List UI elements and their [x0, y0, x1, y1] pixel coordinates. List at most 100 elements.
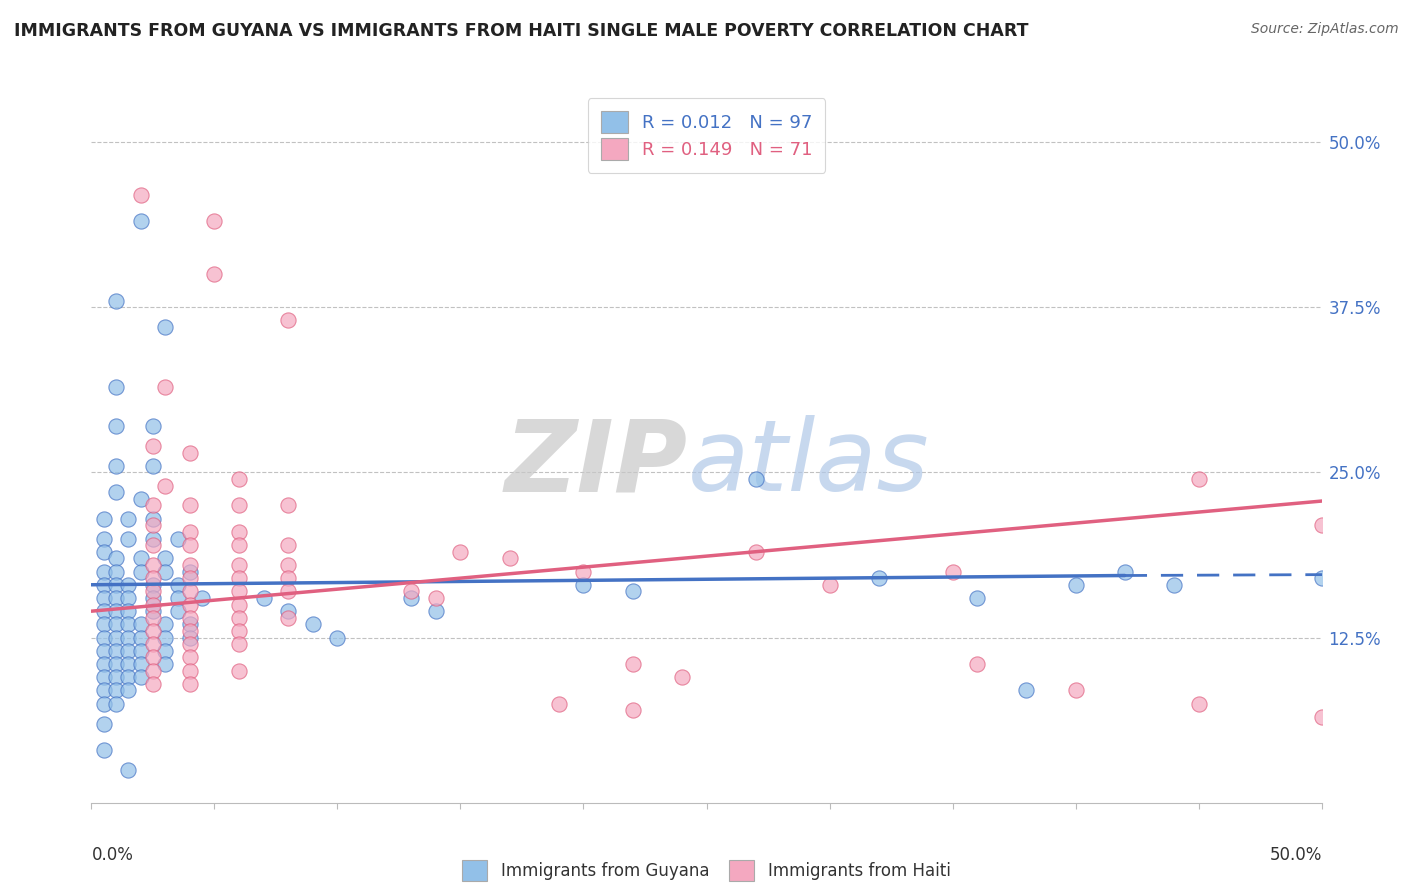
Legend: R = 0.012   N = 97, R = 0.149   N = 71: R = 0.012 N = 97, R = 0.149 N = 71 [588, 98, 825, 173]
Point [93, 617, 115, 632]
Point [117, 683, 139, 698]
Point [166, 532, 188, 546]
Point [153, 551, 177, 566]
Point [117, 631, 139, 645]
Point [105, 578, 127, 592]
Point [129, 491, 152, 506]
Point [202, 214, 225, 228]
Point [179, 637, 201, 651]
Text: atlas: atlas [688, 416, 929, 512]
Point [93, 565, 115, 579]
Point [153, 478, 177, 492]
Point [153, 565, 177, 579]
Point [142, 558, 165, 572]
Point [142, 650, 165, 665]
Point [142, 637, 165, 651]
Point [868, 571, 890, 585]
Point [105, 379, 127, 393]
Point [105, 565, 127, 579]
Point [93, 631, 115, 645]
Point [179, 631, 201, 645]
Point [1064, 683, 1087, 698]
Point [1015, 683, 1038, 698]
Point [142, 584, 165, 599]
Point [228, 611, 250, 625]
Point [142, 598, 165, 612]
Point [966, 657, 988, 671]
Point [228, 637, 250, 651]
Point [941, 565, 963, 579]
Point [179, 565, 201, 579]
Point [547, 697, 569, 711]
Point [93, 532, 115, 546]
Point [228, 472, 250, 486]
Point [142, 419, 165, 434]
Point [621, 703, 644, 717]
Point [105, 458, 127, 473]
Point [966, 591, 988, 605]
Point [129, 551, 152, 566]
Point [179, 584, 201, 599]
Point [228, 624, 250, 638]
Point [179, 445, 201, 459]
Point [105, 697, 127, 711]
Point [399, 584, 422, 599]
Point [117, 617, 139, 632]
Point [179, 499, 201, 513]
Point [621, 584, 644, 599]
Point [671, 670, 693, 684]
Point [129, 644, 152, 658]
Point [425, 604, 447, 618]
Point [179, 598, 201, 612]
Point [179, 611, 201, 625]
Point [399, 591, 422, 605]
Point [142, 611, 165, 625]
Point [129, 617, 152, 632]
Point [745, 472, 768, 486]
Point [93, 644, 115, 658]
Point [93, 743, 115, 757]
Point [129, 565, 152, 579]
Point [105, 293, 127, 308]
Point [277, 538, 299, 552]
Point [117, 657, 139, 671]
Point [105, 683, 127, 698]
Point [153, 631, 177, 645]
Point [277, 584, 299, 599]
Point [166, 604, 188, 618]
Point [105, 485, 127, 500]
Point [277, 571, 299, 585]
Point [277, 611, 299, 625]
Point [277, 313, 299, 327]
Point [1187, 472, 1209, 486]
Point [277, 499, 299, 513]
Point [93, 545, 115, 559]
Point [166, 591, 188, 605]
Point [142, 624, 165, 638]
Point [745, 545, 768, 559]
Point [228, 558, 250, 572]
Point [326, 631, 349, 645]
Point [191, 591, 214, 605]
Point [1163, 578, 1185, 592]
Point [1310, 571, 1333, 585]
Point [105, 631, 127, 645]
Point [142, 532, 165, 546]
Point [93, 670, 115, 684]
Point [166, 578, 188, 592]
Point [228, 598, 250, 612]
Point [572, 578, 595, 592]
Point [425, 591, 447, 605]
Point [228, 584, 250, 599]
Point [93, 578, 115, 592]
Point [301, 617, 323, 632]
Point [179, 524, 201, 539]
Text: 50.0%: 50.0% [1270, 846, 1322, 863]
Point [93, 511, 115, 525]
Point [153, 657, 177, 671]
Point [1384, 591, 1406, 605]
Point [93, 716, 115, 731]
Point [117, 763, 139, 777]
Point [179, 664, 201, 678]
Point [142, 591, 165, 605]
